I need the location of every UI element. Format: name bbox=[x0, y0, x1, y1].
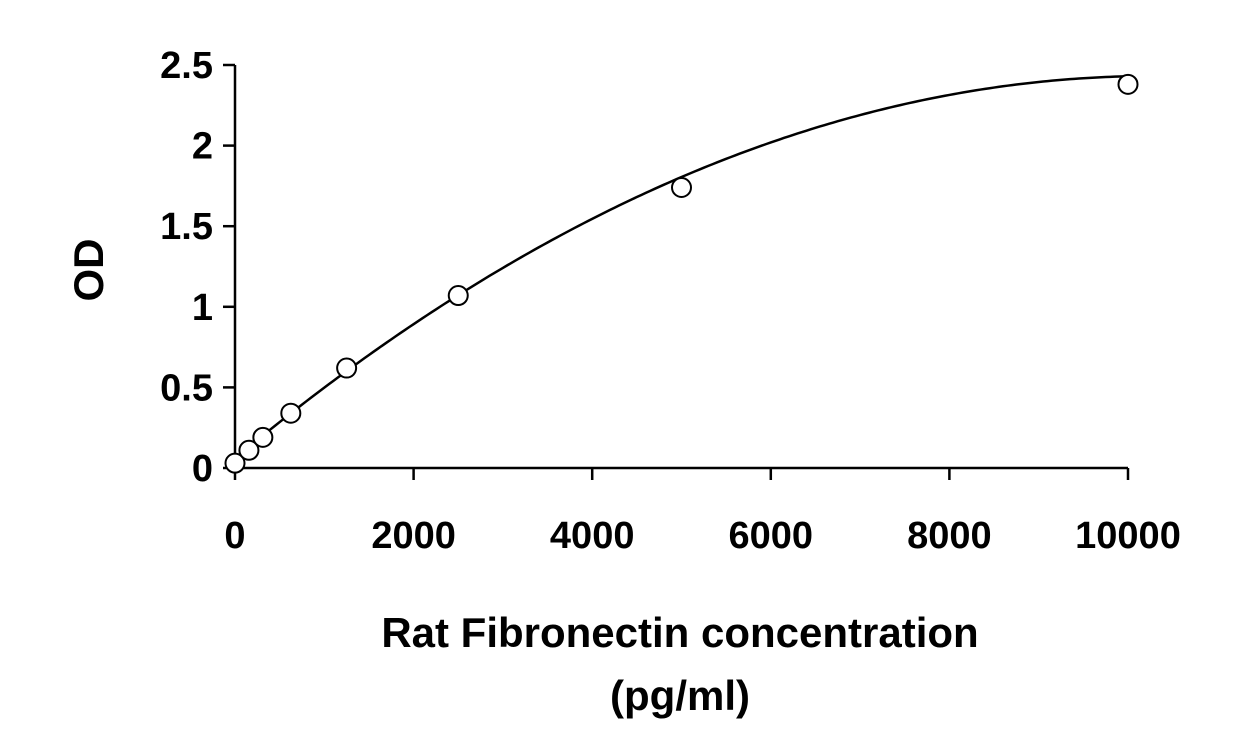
data-point bbox=[238, 439, 260, 461]
x-axis-title-line1: Rat Fibronectin concentration bbox=[381, 609, 978, 656]
y-tick-label: 2.5 bbox=[160, 45, 213, 87]
x-axis-title-line2: (pg/ml) bbox=[610, 672, 750, 719]
x-tick-label: 8000 bbox=[907, 515, 992, 557]
data-point bbox=[671, 177, 692, 199]
x-tick-label: 2000 bbox=[371, 515, 456, 557]
x-tick-label: 10000 bbox=[1075, 515, 1181, 557]
y-axis-title: OD bbox=[65, 239, 112, 302]
y-tick-label: 1 bbox=[192, 287, 213, 329]
data-point bbox=[280, 402, 302, 424]
x-tick-label: 4000 bbox=[550, 515, 635, 557]
data-point bbox=[224, 452, 246, 474]
fit-curve-group bbox=[234, 75, 1129, 460]
data-points-group bbox=[224, 73, 1139, 474]
data-point bbox=[447, 285, 469, 307]
y-axis: 0 0.5 1 1.5 2 2.5 bbox=[160, 45, 237, 490]
data-point bbox=[336, 357, 358, 379]
x-axis: 0 2000 4000 6000 8000 10000 bbox=[224, 466, 1181, 557]
y-tick-label: 0 bbox=[192, 448, 213, 490]
data-point bbox=[252, 426, 274, 448]
y-tick-label: 0.5 bbox=[160, 367, 213, 409]
y-tick-label: 2 bbox=[192, 126, 213, 168]
y-tick-label: 1.5 bbox=[160, 206, 213, 248]
data-point bbox=[1117, 73, 1139, 95]
x-tick-label: 0 bbox=[224, 515, 245, 557]
x-tick-label: 6000 bbox=[729, 515, 814, 557]
fit-curve-line bbox=[234, 75, 1129, 460]
